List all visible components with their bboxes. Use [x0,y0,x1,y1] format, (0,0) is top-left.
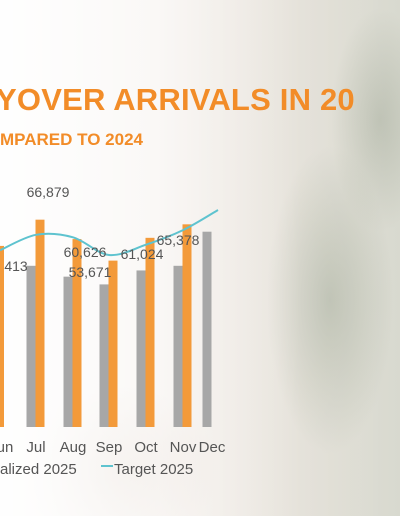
bar-2024-Dec [202,231,212,427]
data-label-Sep: 53,671 [69,264,112,280]
bar-realized-2025-Nov [182,224,192,427]
data-label-Aug: 60,626 [64,244,107,260]
tick-label-Dec: Dec [199,439,226,456]
target-2025-line [0,209,219,257]
bar-realized-2025-un [0,245,4,427]
tick-label-un: un [0,439,13,456]
bar-2024-Jul [26,265,36,427]
legend-realized-2025-label: alized 2025 [0,461,77,478]
bar-realized-2025-Jul [35,219,45,427]
tick-label-Oct: Oct [134,439,158,456]
bar-2024-Aug [63,276,73,427]
page-title: YOVER ARRIVALS IN 20 [0,82,355,117]
bar-2024-Nov [173,265,183,427]
tick-label-Sep: Sep [96,439,123,456]
bar-realized-2025-Aug [72,239,82,427]
bar-realized-2025-Oct [145,237,155,427]
bar-2024-Oct [136,270,146,427]
legend-target-2025-label: Target 2025 [114,461,193,478]
data-label-Nov: 65,378 [157,232,200,248]
data-label-Oct: 61,024 [121,246,164,262]
data-label-un: 413 [4,258,28,274]
tick-label-Jul: Jul [26,439,45,456]
tick-label-Nov: Nov [170,439,197,456]
tick-label-Aug: Aug [60,439,87,456]
page-subtitle: MPARED TO 2024 [0,130,143,149]
bar-2024-Sep [99,284,109,427]
data-label-Jul: 66,879 [27,184,70,200]
bar-realized-2025-Sep [108,260,118,427]
